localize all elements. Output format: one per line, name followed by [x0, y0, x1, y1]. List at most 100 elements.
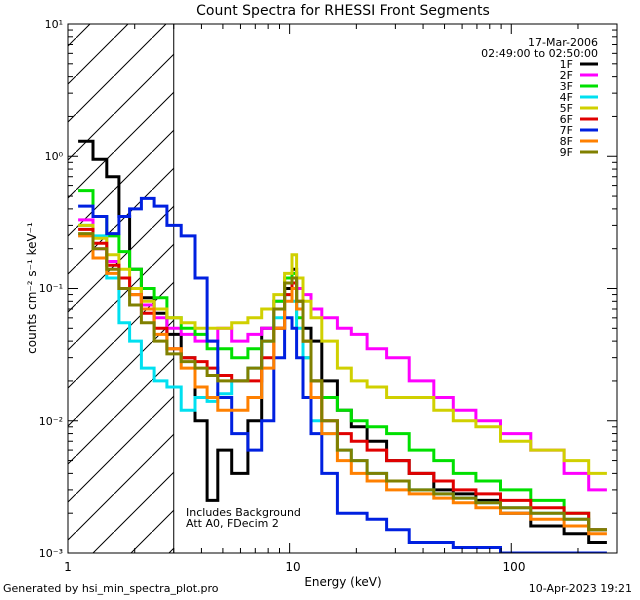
data-point [278, 356, 281, 359]
data-point [355, 379, 358, 383]
x-tick-labels: 1 10 100 [64, 560, 525, 574]
data-point [221, 392, 225, 395]
data-point [460, 496, 464, 500]
data-point [345, 366, 348, 370]
data-point [345, 512, 348, 515]
data-point [239, 379, 242, 383]
data-point [254, 396, 257, 399]
data-point [576, 532, 580, 535]
data-point [158, 316, 162, 319]
data-point [147, 300, 150, 303]
data-point [221, 396, 225, 399]
data-point [421, 379, 425, 383]
data-point [112, 234, 115, 238]
data-point [394, 479, 397, 483]
y-tick-label: 10⁻¹ [39, 282, 63, 295]
data-point [345, 448, 348, 452]
data-point [460, 409, 464, 412]
series-layer [78, 139, 607, 553]
data-point [510, 488, 513, 492]
data-point [488, 546, 491, 549]
data-point [99, 158, 102, 161]
data-point [147, 287, 150, 290]
data-point [297, 276, 300, 280]
data-point [84, 234, 87, 238]
data-point [123, 287, 126, 290]
data-point [99, 242, 102, 245]
data-point [254, 366, 257, 370]
data-point [239, 339, 242, 343]
x-tick-label: 1 [64, 560, 72, 574]
data-point [267, 307, 270, 311]
data-point [293, 281, 296, 285]
data-point [421, 492, 425, 496]
data-point [376, 440, 379, 443]
data-point [345, 459, 348, 462]
data-point [488, 425, 491, 428]
data-point [306, 327, 309, 330]
annotation-background: Includes Background [186, 506, 301, 519]
data-point [488, 506, 491, 509]
data-point [254, 419, 257, 422]
data-point [576, 472, 580, 475]
data-point [239, 409, 242, 412]
data-point [147, 303, 150, 307]
data-point [84, 218, 87, 222]
data-point [376, 479, 379, 483]
data-point [112, 276, 115, 280]
data-point [297, 307, 300, 311]
data-point [306, 339, 309, 343]
data-point [355, 440, 358, 443]
data-point [221, 347, 225, 350]
data-point [327, 316, 330, 319]
data-point [293, 287, 296, 290]
legend-time-range: 02:49:00 to 02:50:00 [481, 47, 598, 60]
data-point [598, 541, 601, 544]
data-point [510, 512, 513, 515]
data-point [576, 524, 580, 528]
data-point [211, 327, 214, 330]
data-point [394, 488, 397, 492]
data-point [488, 479, 491, 483]
series-line [78, 234, 607, 536]
data-point [327, 419, 330, 422]
data-point [488, 501, 491, 504]
data-point [254, 347, 257, 350]
data-point [355, 419, 358, 422]
data-point [200, 419, 203, 422]
data-point [549, 512, 552, 515]
data-point [221, 374, 225, 377]
data-point [288, 281, 291, 285]
data-point [278, 316, 281, 319]
data-point [355, 333, 358, 336]
series-line [78, 232, 607, 532]
axis-ticks [67, 23, 618, 554]
data-point [313, 419, 317, 422]
legend-label: 4F [560, 91, 573, 104]
data-point [313, 307, 317, 311]
data-point [172, 347, 175, 350]
legend-label: 1F [560, 58, 573, 71]
data-point [158, 379, 162, 383]
data-point [172, 327, 175, 330]
data-point [200, 360, 203, 363]
y-axis-label: counts cm⁻² s⁻¹ keV⁻¹ [25, 222, 39, 354]
legend-label: 9F [560, 146, 573, 159]
data-point [421, 488, 425, 492]
y-tick-label: 10⁻² [39, 415, 63, 428]
series-line [78, 223, 607, 475]
data-point [99, 237, 102, 240]
data-point [187, 409, 190, 412]
legend-label: 6F [560, 113, 573, 126]
data-point [254, 316, 257, 319]
data-point [355, 459, 358, 462]
data-point [239, 432, 242, 435]
data-point [187, 327, 190, 330]
series-5F [78, 223, 607, 475]
data-point [267, 419, 270, 422]
data-point [123, 321, 126, 324]
data-point [306, 293, 309, 296]
data-point [598, 488, 601, 492]
data-point [549, 506, 552, 509]
